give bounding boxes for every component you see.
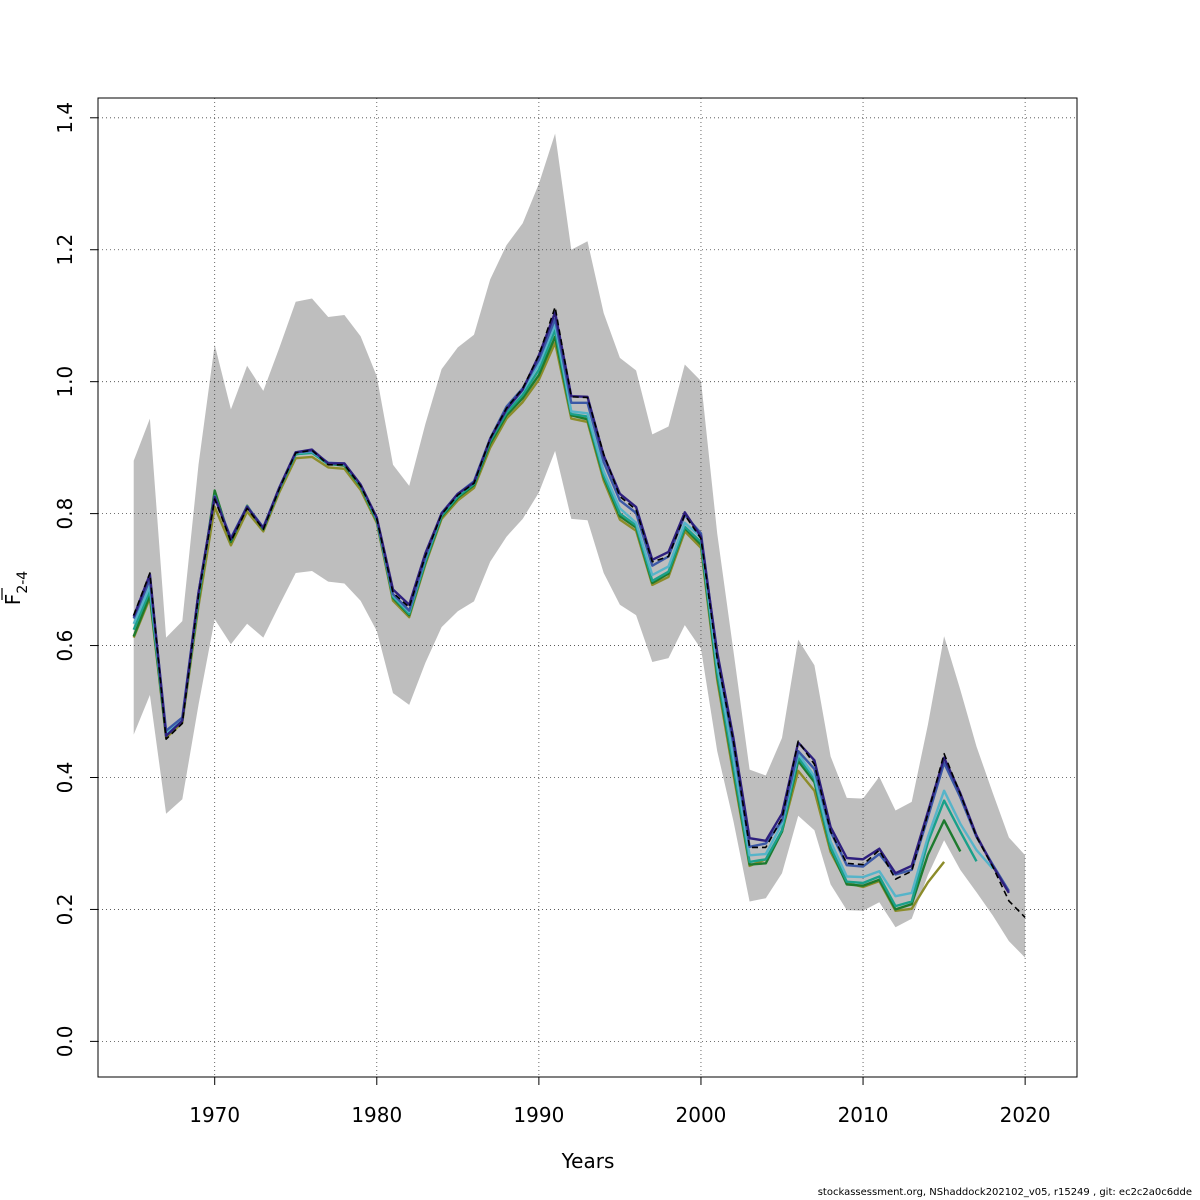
confidence-band-layer bbox=[133, 133, 1026, 958]
y-axis: 0.0 0.2 0.4 0.6 0.8 1.0 1.2 1.4 bbox=[53, 102, 98, 1057]
x-tick-label: 1990 bbox=[513, 1103, 564, 1127]
x-axis-title: Years bbox=[561, 1149, 615, 1173]
y-tick-label: 1.0 bbox=[53, 366, 77, 398]
y-tick-label: 0.0 bbox=[53, 1025, 77, 1057]
series-layer bbox=[132, 306, 1026, 918]
x-tick-label: 2010 bbox=[838, 1103, 889, 1127]
plot-frame bbox=[97, 97, 1078, 1078]
y-axis-title: F2-4 bbox=[1, 571, 31, 605]
y-tick-label: 0.8 bbox=[53, 498, 77, 530]
series-line-base bbox=[132, 306, 1026, 918]
y-tick-label: 0.2 bbox=[53, 894, 77, 926]
x-tick-label: 1970 bbox=[189, 1103, 240, 1127]
x-axis: 1970 1980 1990 2000 2010 2020 bbox=[189, 1077, 1051, 1127]
y-tick-label: 1.4 bbox=[53, 102, 77, 134]
x-tick-label: 2020 bbox=[1000, 1103, 1051, 1127]
svg-text:F2-4: F2-4 bbox=[1, 571, 31, 605]
footer-caption: stockassessment.org, NShaddock202102_v05… bbox=[817, 1187, 1192, 1198]
y-tick-label: 0.6 bbox=[53, 630, 77, 662]
x-tick-label: 1980 bbox=[351, 1103, 402, 1127]
y-axis-title-main: F bbox=[1, 594, 25, 606]
y-tick-label: 0.4 bbox=[53, 762, 77, 794]
y-axis-title-sub: 2-4 bbox=[15, 571, 31, 594]
y-tick-label: 1.2 bbox=[53, 234, 77, 266]
confidence-band bbox=[133, 133, 1026, 958]
x-tick-label: 2000 bbox=[676, 1103, 727, 1127]
